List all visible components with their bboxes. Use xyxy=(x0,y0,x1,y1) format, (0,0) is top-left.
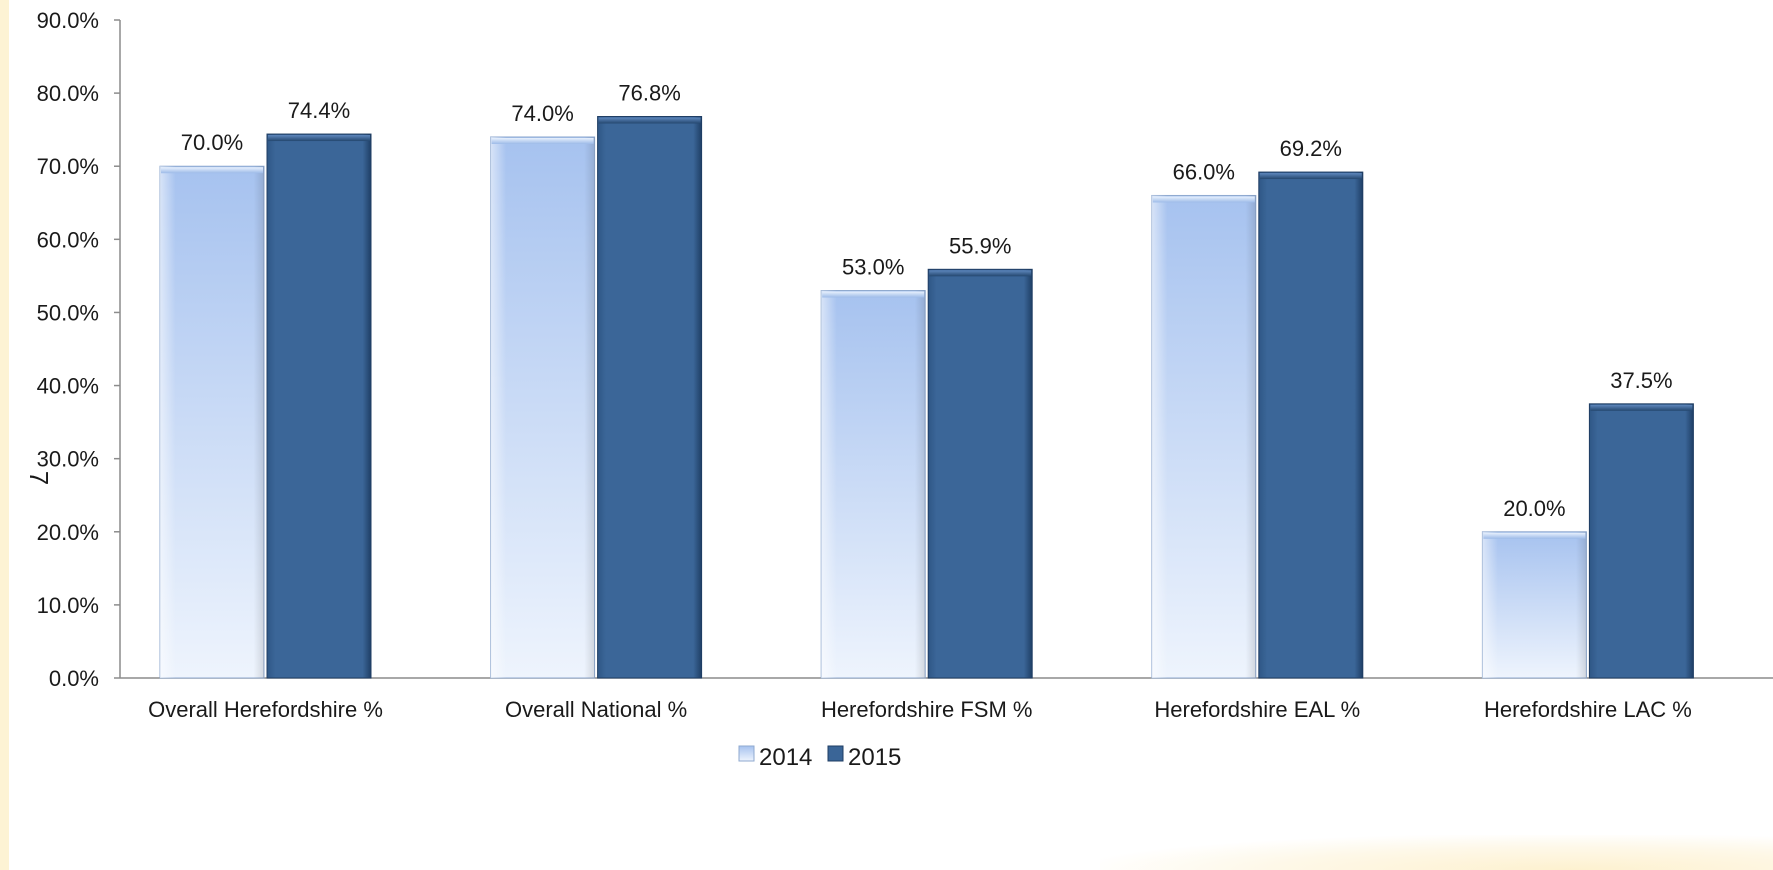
page-number: 7 xyxy=(24,471,54,485)
legend-label-2014: 2014 xyxy=(759,744,812,771)
bar-shade-2014-1 xyxy=(490,136,595,678)
legend-swatch-2015 xyxy=(827,745,844,762)
bar-2015-2 xyxy=(927,268,1033,679)
bar-shade-2014-0 xyxy=(160,166,264,678)
data-label-2014-0: 70.0% xyxy=(181,130,243,155)
y-tick-label: 20.0% xyxy=(37,520,99,545)
data-label-2015-0: 74.4% xyxy=(288,98,350,123)
bar-cap-2015-0 xyxy=(268,135,370,142)
bar-cap-2014-1 xyxy=(491,137,594,144)
data-label-2015-4: 37.5% xyxy=(1610,368,1672,393)
category-label: Overall Herefordshire % xyxy=(148,697,383,722)
category-label: Herefordshire LAC % xyxy=(1484,697,1692,722)
bar-cap-2015-1 xyxy=(598,117,701,124)
data-label-2015-3: 69.2% xyxy=(1280,136,1342,161)
bar-2015-4 xyxy=(1588,403,1694,679)
data-label-2014-2: 53.0% xyxy=(842,255,904,280)
bar-cap-2015-3 xyxy=(1259,173,1362,180)
data-label-2015-2: 55.9% xyxy=(949,233,1011,258)
data-label-2014-1: 74.0% xyxy=(511,101,573,126)
y-tick-label: 50.0% xyxy=(37,300,99,325)
bar-cap-2014-2 xyxy=(822,291,925,298)
data-labels: 70.0% 74.4% 74.0% 76.8% 53.0% 55.9% 66.0% 69.2%… xyxy=(181,81,1673,521)
bars xyxy=(159,116,1694,679)
bar-2015-1 xyxy=(597,116,703,679)
data-label-2014-4: 20.0% xyxy=(1503,496,1565,521)
y-tick-label: 0.0% xyxy=(49,666,99,691)
bar-2015-0 xyxy=(266,133,372,679)
bar-cap-2014-4 xyxy=(1483,532,1586,539)
legend-label-2015: 2015 xyxy=(848,744,901,771)
data-label-2015-1: 76.8% xyxy=(618,81,680,106)
data-label-2014-3: 66.0% xyxy=(1173,159,1235,184)
y-tick-label: 10.0% xyxy=(37,593,99,618)
legend-swatch-2014 xyxy=(738,745,755,762)
bottom-decorative-glow xyxy=(1100,835,1773,870)
y-tick-label: 70.0% xyxy=(37,154,99,179)
bar-cap-2014-3 xyxy=(1152,196,1255,203)
bar-shade-2014-2 xyxy=(821,290,926,678)
bar-shade-2014-3 xyxy=(1151,195,1256,678)
y-axis: 0.0% 10.0% 20.0% 30.0% 40.0% 50.0% 60.0% 70.0% 8… xyxy=(37,8,121,691)
y-tick-label: 30.0% xyxy=(37,447,99,472)
category-label: Overall National % xyxy=(505,697,687,722)
y-tick-label: 80.0% xyxy=(37,81,99,106)
bar-cap-2015-4 xyxy=(1590,404,1693,411)
y-tick-label: 40.0% xyxy=(37,374,99,399)
bar-cap-2014-0 xyxy=(161,167,263,174)
bar-cap-2015-2 xyxy=(929,270,1032,277)
bar-2015-3 xyxy=(1258,171,1364,679)
category-label: Herefordshire FSM % xyxy=(821,697,1033,722)
bar-shade-2014-4 xyxy=(1482,531,1587,678)
legend: 2014 2015 xyxy=(738,744,901,771)
category-label: Herefordshire EAL % xyxy=(1154,697,1360,722)
y-tick-label: 90.0% xyxy=(37,8,99,33)
category-labels: Overall Herefordshire % Overall National … xyxy=(148,697,1692,722)
left-border-strip xyxy=(0,0,9,870)
y-tick-label: 60.0% xyxy=(37,227,99,252)
